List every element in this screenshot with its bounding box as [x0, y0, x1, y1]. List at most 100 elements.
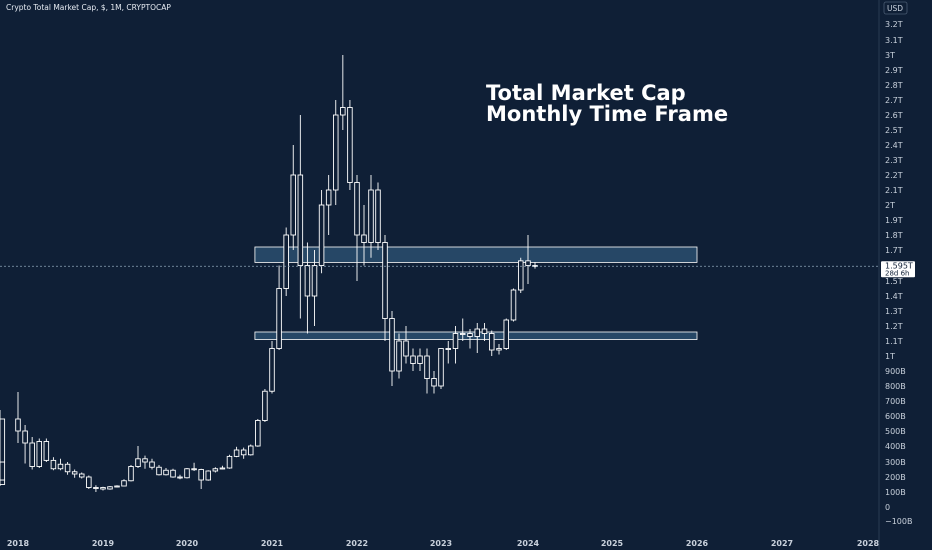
candle[interactable]: [170, 468, 176, 478]
candle[interactable]: [121, 479, 127, 487]
candle-body: [93, 487, 99, 489]
candle[interactable]: [525, 235, 531, 284]
candle[interactable]: [304, 242, 311, 334]
candle-body: [198, 469, 204, 481]
candle[interactable]: [445, 341, 452, 364]
candle[interactable]: [156, 465, 162, 476]
candle-body: [0, 461, 6, 481]
candle[interactable]: [219, 465, 226, 470]
candle[interactable]: [191, 462, 197, 471]
candle-body: [212, 468, 219, 472]
candle[interactable]: [93, 485, 99, 492]
candle[interactable]: [467, 329, 473, 349]
candle[interactable]: [438, 348, 444, 390]
candle[interactable]: [318, 190, 325, 274]
price-axis[interactable]: −100B 0 100B 200B 300B 400B 500B 600B 700B 800B 90…: [885, 20, 912, 526]
candle[interactable]: [276, 265, 282, 351]
x-tick-label: 2022: [346, 539, 368, 548]
candle[interactable]: [255, 419, 261, 447]
candle[interactable]: [128, 465, 134, 482]
candle[interactable]: [354, 175, 360, 281]
candle-body: [403, 340, 409, 357]
candle[interactable]: [389, 311, 395, 386]
candle[interactable]: [347, 100, 353, 190]
candle[interactable]: [43, 438, 50, 463]
y-tick-label: 700B: [885, 397, 906, 406]
candle-body: [283, 234, 289, 289]
candle[interactable]: [226, 454, 233, 469]
candle[interactable]: [114, 485, 120, 488]
candle[interactable]: [290, 145, 297, 250]
candle[interactable]: [86, 475, 92, 490]
candle[interactable]: [503, 318, 510, 351]
candle[interactable]: [518, 257, 524, 293]
candle[interactable]: [240, 447, 247, 459]
candle[interactable]: [64, 462, 71, 475]
time-axis[interactable]: 2018 2019 2020 2021 2022 2023 2024 2025 2026 2027…: [7, 539, 880, 548]
candle[interactable]: [247, 444, 254, 456]
candle[interactable]: [410, 348, 416, 372]
candle[interactable]: [149, 458, 155, 470]
candle[interactable]: [78, 472, 85, 479]
candle[interactable]: [50, 457, 57, 471]
candle[interactable]: [22, 425, 28, 464]
y-tick-label: 100B: [885, 488, 906, 497]
candle-body: [247, 445, 254, 456]
candle[interactable]: [269, 341, 275, 394]
candle-body: [304, 265, 311, 297]
candle-body: [255, 420, 261, 447]
y-tick-label: 1.2T: [885, 322, 903, 331]
candle[interactable]: [205, 470, 211, 481]
candle-body: [64, 463, 71, 473]
candle[interactable]: [382, 235, 388, 341]
candle-body: [489, 333, 495, 351]
candle[interactable]: [496, 344, 502, 355]
candle[interactable]: [135, 446, 141, 468]
x-tick-label: 2021: [261, 539, 284, 548]
candle-body: [445, 348, 452, 350]
candle[interactable]: [403, 326, 409, 364]
candle[interactable]: [184, 468, 190, 479]
candle[interactable]: [142, 455, 148, 469]
candle[interactable]: [333, 100, 339, 205]
candle[interactable]: [325, 175, 332, 235]
candle[interactable]: [340, 55, 346, 130]
currency-button[interactable]: [883, 1, 908, 15]
candle[interactable]: [107, 486, 113, 490]
candle[interactable]: [283, 227, 289, 297]
candle[interactable]: [262, 389, 268, 422]
candle[interactable]: [424, 348, 430, 394]
candle[interactable]: [212, 467, 219, 473]
candle[interactable]: [489, 330, 495, 357]
candle[interactable]: [311, 250, 318, 326]
candle[interactable]: [460, 318, 466, 342]
candle[interactable]: [452, 326, 459, 364]
candle-body: [424, 355, 430, 379]
y-tick-label: 3T: [885, 51, 895, 60]
candle[interactable]: [233, 446, 240, 458]
candle[interactable]: [481, 323, 488, 341]
candle[interactable]: [100, 486, 106, 491]
support-resistance-zone[interactable]: [254, 246, 698, 263]
candle[interactable]: [361, 205, 367, 266]
candle[interactable]: [474, 323, 481, 353]
candle[interactable]: [375, 182, 381, 251]
candle[interactable]: [368, 175, 374, 258]
candle[interactable]: [396, 333, 402, 379]
candle[interactable]: [0, 410, 6, 464]
candle[interactable]: [71, 469, 78, 478]
candle[interactable]: [198, 468, 204, 489]
candle[interactable]: [510, 288, 517, 322]
candle[interactable]: [177, 474, 183, 480]
candle[interactable]: [57, 458, 64, 471]
candle[interactable]: [431, 371, 437, 394]
candle[interactable]: [297, 115, 304, 319]
candle[interactable]: [36, 438, 43, 469]
candle[interactable]: [29, 437, 35, 470]
candle[interactable]: [15, 392, 21, 443]
candle-body: [318, 204, 325, 266]
candle[interactable]: [417, 348, 423, 372]
candle-body: [474, 328, 481, 337]
candle[interactable]: [163, 468, 169, 476]
